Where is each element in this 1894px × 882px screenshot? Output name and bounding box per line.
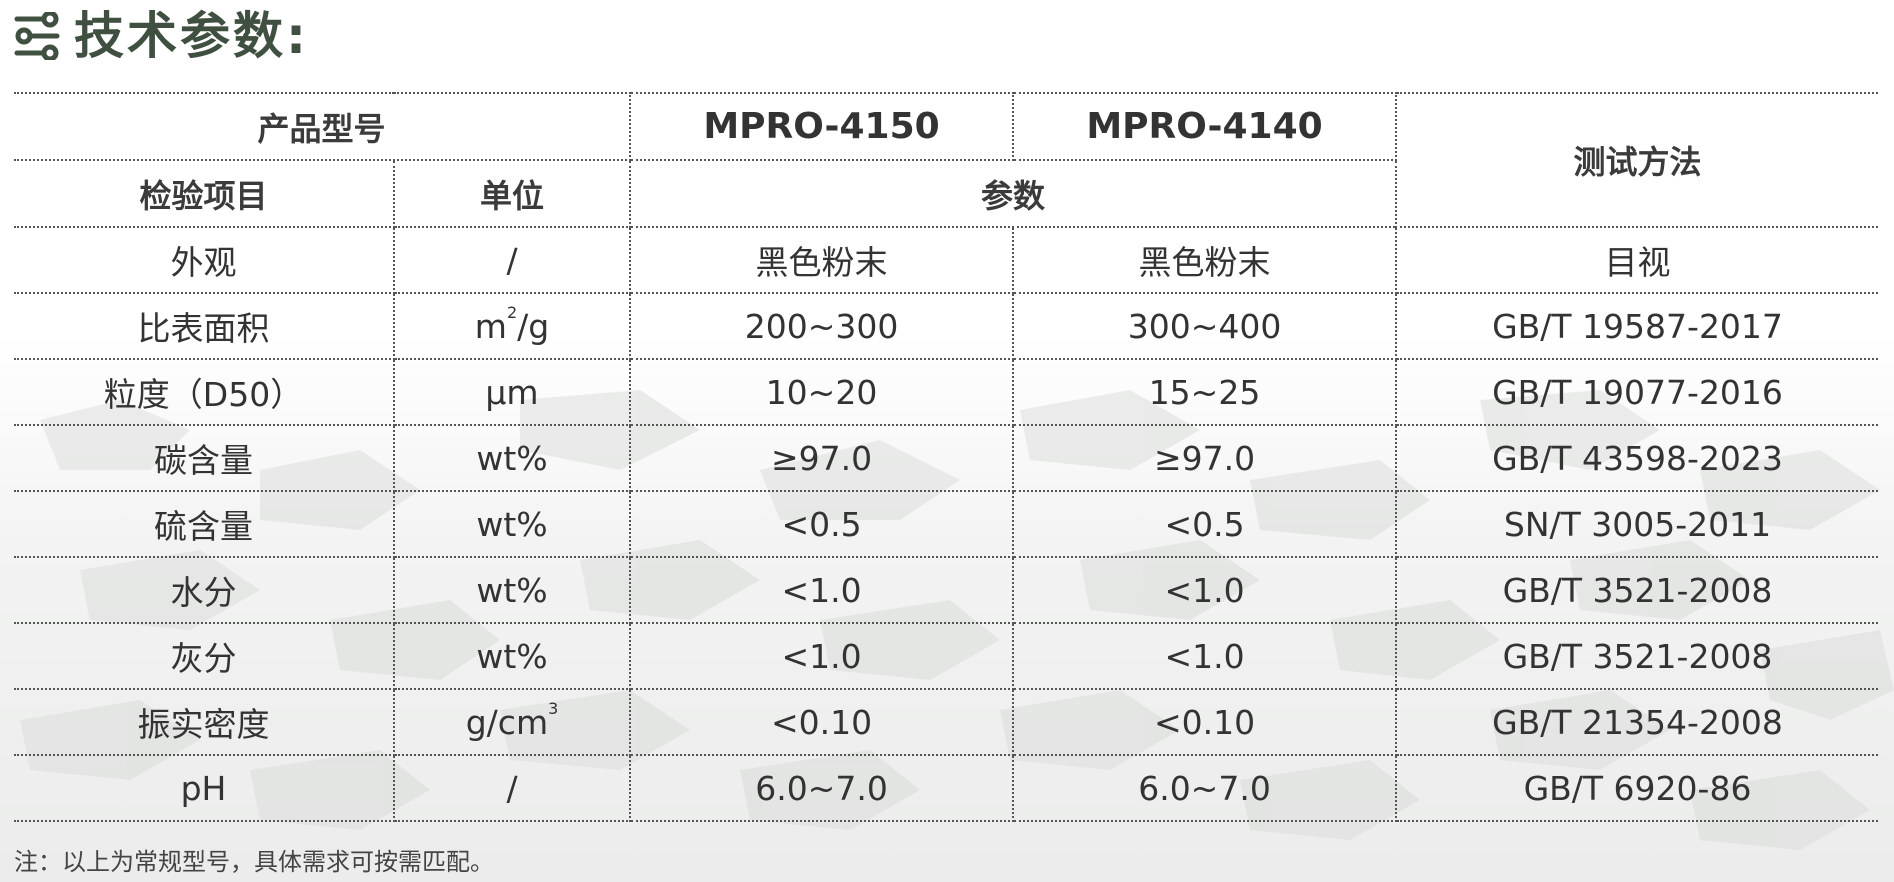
row-item: pH: [14, 754, 395, 822]
section-header: 技术参数:: [14, 6, 309, 66]
unit-text: g/cm: [465, 702, 549, 742]
row-value-2: 300~400: [1012, 292, 1398, 360]
row-value-2: 6.0~7.0: [1012, 754, 1398, 822]
row-unit: m2/g: [392, 292, 632, 360]
header-unit: 单位: [392, 159, 632, 228]
row-value-1: <0.10: [629, 688, 1015, 756]
table-subheader-row: 检验项目 单位 参数: [14, 159, 1878, 228]
row-method: GB/T 3521-2008: [1395, 556, 1879, 624]
row-unit: wt%: [392, 490, 632, 558]
row-value-2: <1.0: [1012, 622, 1398, 690]
table-row: pH / 6.0~7.0 6.0~7.0 GB/T 6920-86: [14, 754, 1879, 822]
unit-text: m: [474, 306, 507, 346]
header-model-label: 产品型号: [14, 92, 632, 161]
row-method: GB/T 19077-2016: [1395, 358, 1879, 426]
unit-superscript: 3: [548, 698, 559, 718]
row-value-2: <1.0: [1012, 556, 1398, 624]
header-params: 参数: [629, 159, 1397, 228]
row-item: 比表面积: [14, 292, 395, 360]
row-method: GB/T 19587-2017: [1395, 292, 1879, 360]
table-row: 碳含量 wt% ≥97.0 ≥97.0 GB/T 43598-2023: [14, 424, 1879, 492]
row-value-1: ≥97.0: [629, 424, 1015, 492]
table-row: 水分 wt% <1.0 <1.0 GB/T 3521-2008: [14, 556, 1879, 624]
row-item: 水分: [14, 556, 395, 624]
row-value-1: 10~20: [629, 358, 1015, 426]
row-value-2: ≥97.0: [1012, 424, 1398, 492]
row-item: 粒度（D50）: [14, 358, 395, 426]
header-model-2: MPRO-4140: [1012, 92, 1398, 161]
row-value-1: 黑色粉末: [629, 226, 1015, 294]
unit-text-after: /g: [517, 306, 550, 346]
row-item: 振实密度: [14, 688, 395, 756]
row-method: GB/T 6920-86: [1395, 754, 1879, 822]
row-unit: μm: [392, 358, 632, 426]
row-method: SN/T 3005-2011: [1395, 490, 1879, 558]
header-item: 检验项目: [14, 159, 395, 228]
row-item: 硫含量: [14, 490, 395, 558]
row-unit: wt%: [392, 424, 632, 492]
row-value-2: <0.10: [1012, 688, 1398, 756]
row-unit: g/cm3: [392, 688, 632, 756]
table-row: 振实密度 g/cm3 <0.10 <0.10 GB/T 21354-2008: [14, 688, 1879, 756]
row-value-2: <0.5: [1012, 490, 1398, 558]
row-item: 碳含量: [14, 424, 395, 492]
table-row: 比表面积 m2/g 200~300 300~400 GB/T 19587-201…: [14, 292, 1879, 360]
row-value-1: <0.5: [629, 490, 1015, 558]
row-unit: wt%: [392, 556, 632, 624]
section-title: 技术参数:: [74, 7, 309, 65]
sliders-icon: [14, 12, 60, 60]
table-row: 灰分 wt% <1.0 <1.0 GB/T 3521-2008: [14, 622, 1879, 690]
table-row: 粒度（D50） μm 10~20 15~25 GB/T 19077-2016: [14, 358, 1879, 426]
row-value-2: 黑色粉末: [1012, 226, 1398, 294]
row-unit: /: [392, 754, 632, 822]
table-row: 硫含量 wt% <0.5 <0.5 SN/T 3005-2011: [14, 490, 1879, 558]
unit-superscript: 2: [506, 302, 518, 322]
row-value-2: 15~25: [1012, 358, 1398, 426]
row-method: GB/T 3521-2008: [1395, 622, 1879, 690]
spec-table: 产品型号 MPRO-4150 MPRO-4140 测试方法 检验项目 单位 参数…: [14, 92, 1879, 822]
row-item: 外观: [14, 226, 395, 294]
footnote: 注：以上为常规型号，具体需求可按需匹配。: [14, 848, 494, 876]
row-value-1: <1.0: [629, 556, 1015, 624]
header-model-1: MPRO-4150: [629, 92, 1015, 161]
row-method: 目视: [1395, 226, 1879, 294]
row-method: GB/T 21354-2008: [1395, 688, 1879, 756]
header-test-method: 测试方法: [1395, 92, 1879, 228]
row-value-1: <1.0: [629, 622, 1015, 690]
row-value-1: 200~300: [629, 292, 1015, 360]
table-row: 外观 / 黑色粉末 黑色粉末 目视: [14, 226, 1879, 294]
row-item: 灰分: [14, 622, 395, 690]
row-unit: /: [392, 226, 632, 294]
row-value-1: 6.0~7.0: [629, 754, 1015, 822]
row-unit: wt%: [392, 622, 632, 690]
table-header-row: 产品型号 MPRO-4150 MPRO-4140 测试方法: [14, 92, 1879, 228]
row-method: GB/T 43598-2023: [1395, 424, 1879, 492]
